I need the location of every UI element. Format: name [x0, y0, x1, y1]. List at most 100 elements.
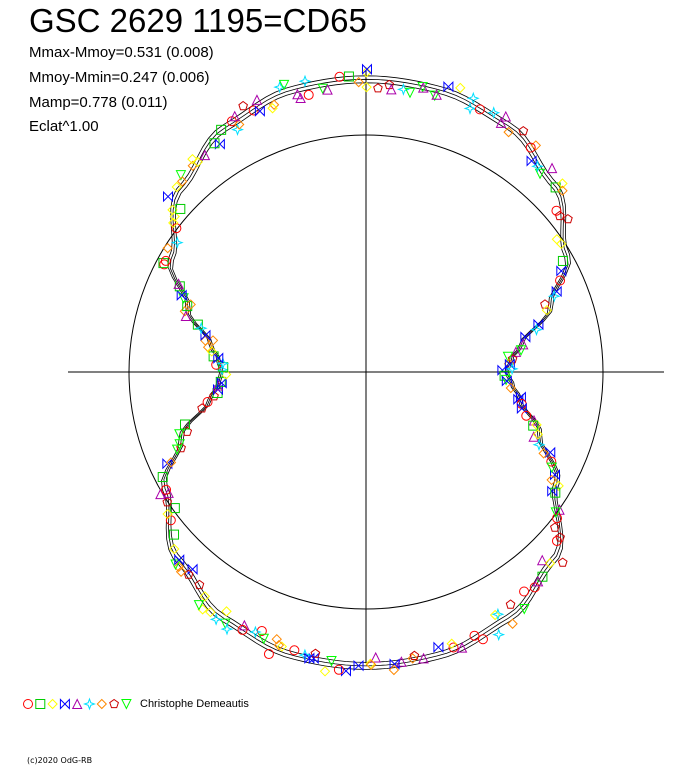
data-point-star — [505, 362, 519, 376]
data-point-bowtie-x — [174, 554, 185, 566]
data-point-diamond — [557, 178, 568, 189]
legend: Christophe Demeautis — [22, 694, 249, 714]
data-point-bowtie-x — [304, 652, 315, 664]
data-point-bowtie-x — [556, 265, 567, 277]
legend-observer-name: Christophe Demeautis — [140, 698, 249, 710]
data-point-circle — [477, 634, 488, 645]
legend-markers — [23, 697, 132, 711]
data-point-diamond — [546, 474, 557, 486]
data-point-triangle-up — [532, 575, 544, 587]
data-point-diamond — [192, 156, 203, 168]
data-point-bowtie-x — [212, 383, 223, 396]
data-point-square — [209, 138, 220, 149]
data-point-star — [194, 321, 208, 335]
data-point-diamond — [165, 457, 177, 468]
data-point-bowtie-x — [176, 289, 187, 301]
data-point-pentagon — [194, 579, 205, 590]
data-point-diamond — [176, 176, 188, 187]
data-point-triangle-down — [219, 618, 231, 630]
data-point-bowtie-x — [308, 652, 319, 665]
stat-line-1: Mmax-Mmoy=0.531 (0.008) — [29, 44, 214, 61]
data-point-bowtie-x — [163, 190, 174, 203]
data-point-pentagon — [563, 213, 573, 224]
data-point-circle — [474, 104, 485, 115]
data-point-circle — [551, 535, 562, 546]
stat-line-3: Mamp=0.778 (0.011) — [29, 94, 168, 111]
data-point-triangle-down — [515, 345, 527, 356]
data-point-bowtie-x — [389, 658, 400, 670]
data-point-triangle-down — [518, 604, 530, 615]
data-point-triangle-up — [229, 110, 241, 122]
observation-points — [155, 63, 573, 677]
legend-marker-bowtie-x — [59, 698, 70, 710]
data-point-square — [550, 182, 561, 193]
data-point-triangle-down — [546, 462, 558, 474]
data-point-circle — [555, 275, 566, 286]
data-point-bowtie-x — [433, 641, 444, 653]
data-point-triangle-up — [163, 487, 174, 498]
data-point-diamond — [361, 81, 372, 93]
data-point-circle — [160, 255, 171, 266]
data-point-star — [492, 628, 506, 642]
data-point-circle — [202, 397, 213, 408]
data-point-pentagon — [310, 648, 321, 658]
data-point-diamond — [541, 304, 553, 316]
data-point-diamond — [171, 181, 182, 193]
data-point-triangle-down — [534, 168, 546, 180]
data-point-bowtie-x — [551, 285, 562, 298]
data-point-star — [396, 82, 410, 96]
data-point-square — [169, 529, 180, 540]
data-point-diamond — [538, 448, 549, 459]
data-point-triangle-down — [278, 79, 290, 91]
copyright-footer: (c)2020 OdG-RB — [27, 756, 93, 765]
data-point-bowtie-x — [516, 402, 527, 415]
data-point-circle — [519, 586, 530, 597]
data-point-star — [466, 91, 480, 105]
data-point-bowtie-x — [501, 375, 512, 387]
data-point-diamond — [553, 480, 564, 492]
data-point-triangle-up — [251, 94, 263, 105]
data-point-triangle-up — [396, 656, 407, 667]
data-point-triangle-down — [502, 351, 514, 363]
data-point-bowtie-x — [533, 318, 544, 331]
data-point-triangle-up — [212, 379, 224, 391]
data-point-diamond — [557, 185, 568, 196]
data-point-square — [215, 376, 226, 387]
data-point-diamond — [507, 618, 518, 629]
data-point-pentagon — [557, 557, 568, 567]
data-point-triangle-up — [295, 92, 306, 104]
data-point-triangle-up — [495, 117, 507, 128]
data-point-pentagon — [176, 442, 186, 453]
fit-curves — [161, 75, 571, 670]
data-point-bowtie-x — [200, 329, 211, 341]
data-point-circle — [161, 484, 172, 495]
data-point-diamond — [365, 659, 377, 671]
data-point-diamond — [162, 508, 173, 520]
data-point-triangle-down — [550, 507, 562, 519]
data-point-circle — [248, 105, 259, 116]
data-point-square — [157, 472, 168, 483]
data-point-pentagon — [373, 83, 383, 93]
legend-marker-pentagon — [109, 698, 119, 709]
data-point-bowtie-x — [443, 80, 454, 93]
data-point-triangle-up — [322, 84, 333, 95]
data-point-diamond — [169, 211, 180, 222]
data-point-triangle-down — [175, 170, 187, 181]
data-point-pentagon — [555, 532, 565, 542]
data-point-triangle-down — [326, 655, 337, 667]
data-point-star — [248, 625, 262, 639]
stat-line-4: Eclat^1.00 — [29, 118, 99, 135]
data-point-diamond — [361, 67, 372, 78]
data-point-diamond — [544, 558, 556, 569]
data-point-star — [547, 289, 561, 303]
data-point-diamond — [199, 591, 211, 602]
data-point-bowtie-x — [213, 352, 224, 364]
legend-marker-diamond — [47, 698, 58, 710]
data-point-star — [298, 74, 312, 88]
data-point-diamond — [276, 641, 288, 652]
data-point-triangle-up — [385, 83, 397, 95]
data-point-star — [463, 101, 477, 115]
data-point-star — [216, 357, 230, 370]
data-point-diamond — [185, 299, 196, 310]
